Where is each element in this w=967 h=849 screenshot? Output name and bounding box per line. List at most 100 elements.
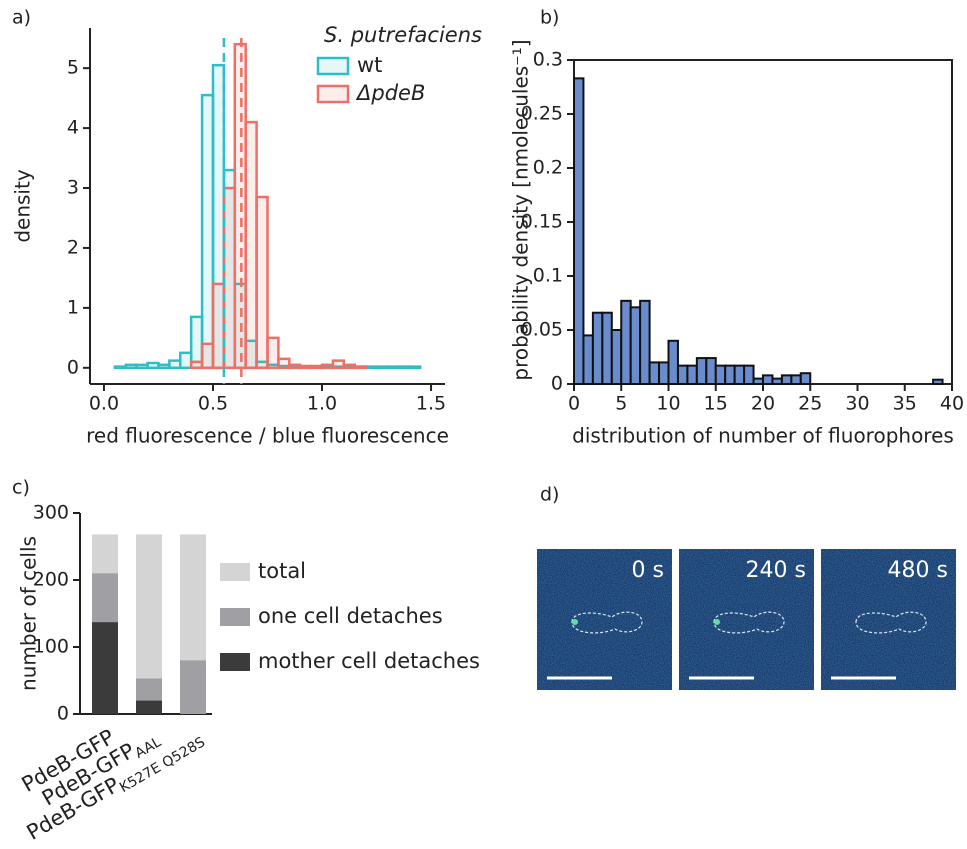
histogram-bar xyxy=(146,361,160,370)
histogram-bar xyxy=(309,364,324,370)
histogram-bar xyxy=(189,315,204,370)
bar xyxy=(92,622,118,714)
x-tick-label: 0.5 xyxy=(198,393,228,415)
legend-label: one cell detaches xyxy=(258,604,443,628)
x-tick-label: 25 xyxy=(798,393,822,415)
histogram-bar xyxy=(676,364,689,386)
panel-label: a) xyxy=(12,7,31,29)
histogram-bar xyxy=(762,374,774,385)
cell-outline xyxy=(713,611,785,634)
histogram-bar xyxy=(743,364,755,386)
histogram-bar xyxy=(790,374,802,385)
x-tick-label: 1.0 xyxy=(307,393,337,415)
histogram-bar xyxy=(667,339,679,385)
y-tick-label: 0.25 xyxy=(521,103,563,125)
legend-swatch xyxy=(220,608,250,626)
histogram-bar xyxy=(397,365,411,370)
y-tick-label: 0 xyxy=(551,373,563,395)
y-tick-label: 3 xyxy=(67,177,79,199)
y-tick-label: 5 xyxy=(67,57,79,79)
x-tick-label: 15 xyxy=(704,393,728,415)
y-tick-label: 0.2 xyxy=(533,157,563,179)
image-noise xyxy=(679,549,814,690)
histogram-bar xyxy=(591,311,604,385)
legend-swatch xyxy=(220,563,250,581)
histogram-bar xyxy=(582,334,594,385)
histogram-bar xyxy=(189,360,204,370)
histogram-bar xyxy=(277,357,291,370)
histogram-bar xyxy=(157,363,171,370)
y-tick-label: 0 xyxy=(57,703,69,725)
legend-label: mother cell detaches xyxy=(258,649,480,673)
y-tick-label: 100 xyxy=(33,636,69,658)
legend-label: total xyxy=(258,559,306,583)
legend-swatch xyxy=(220,653,250,671)
histogram-bar xyxy=(695,357,708,385)
x-tick-label: 40 xyxy=(940,393,964,415)
cell-outline xyxy=(855,611,927,634)
histogram-bar xyxy=(211,282,226,370)
x-tick-label: 5 xyxy=(615,393,627,415)
panel-label: b) xyxy=(540,7,559,29)
bar xyxy=(136,700,162,714)
x-tick-label: 20 xyxy=(751,393,775,415)
histogram-bar xyxy=(200,342,215,370)
bar xyxy=(180,660,206,714)
histogram-bar xyxy=(752,377,764,386)
histogram-bar xyxy=(342,363,356,370)
y-tick-label: 1 xyxy=(67,296,79,318)
histogram-bar xyxy=(573,77,585,386)
histogram-bar xyxy=(714,364,727,386)
fluorescent-spot xyxy=(714,619,720,625)
y-axis-label: density xyxy=(11,169,35,242)
legend-label: ΔpdeB xyxy=(355,81,425,105)
histogram-bar xyxy=(658,361,670,385)
legend-swatch xyxy=(316,56,350,76)
histogram-bar xyxy=(135,363,149,370)
y-tick-label: 300 xyxy=(33,502,69,524)
x-tick-label: 35 xyxy=(893,393,917,415)
y-axis-label: number of cells xyxy=(17,536,41,691)
histogram-bar xyxy=(932,378,944,385)
histogram-bar xyxy=(124,363,138,370)
histogram-bar xyxy=(113,365,128,370)
histogram-bar xyxy=(288,363,302,370)
x-tick-label: 10 xyxy=(656,393,680,415)
histogram-bar xyxy=(771,377,783,386)
histogram-bar xyxy=(353,365,367,370)
y-tick-label: 4 xyxy=(67,117,79,139)
histogram-bar xyxy=(331,359,346,370)
histogram-bar xyxy=(255,195,269,370)
x-tick-label: 1.5 xyxy=(416,393,446,415)
x-axis-label: red fluorescence / blue fluorescence xyxy=(86,424,449,448)
x-axis-label: distribution of number of fluorophores xyxy=(572,424,954,448)
cell-outline xyxy=(571,611,643,634)
image-noise xyxy=(821,549,956,690)
frame-time-label: 240 s xyxy=(746,558,806,583)
histogram-bar xyxy=(364,365,378,370)
y-tick-label: 0.3 xyxy=(533,49,563,71)
x-tick-label: 30 xyxy=(845,393,869,415)
histogram-bar xyxy=(200,93,215,370)
histogram-bar xyxy=(629,306,642,386)
x-tick-label: 0.0 xyxy=(89,393,119,415)
histogram-bar xyxy=(799,372,812,386)
histogram-bar xyxy=(724,364,736,386)
histogram-bar xyxy=(610,329,623,385)
histogram-bar xyxy=(686,364,698,386)
histogram-bar xyxy=(648,361,661,385)
histogram-bar xyxy=(601,311,613,385)
histogram-bar xyxy=(639,299,651,385)
histogram-bar xyxy=(179,351,193,370)
histogram-bar xyxy=(168,359,182,370)
histogram-bar xyxy=(780,374,793,385)
y-tick-label: 0.15 xyxy=(521,211,563,233)
y-tick-label: 0 xyxy=(67,356,79,378)
y-axis-label: probability density [nmolecules⁻¹] xyxy=(509,39,533,380)
legend-swatch xyxy=(316,84,350,104)
y-tick-label: 0.1 xyxy=(533,265,563,287)
x-tick-label: 0 xyxy=(568,393,580,415)
legend-title: S. putrefaciens xyxy=(324,23,482,47)
histogram-bar xyxy=(733,364,746,386)
